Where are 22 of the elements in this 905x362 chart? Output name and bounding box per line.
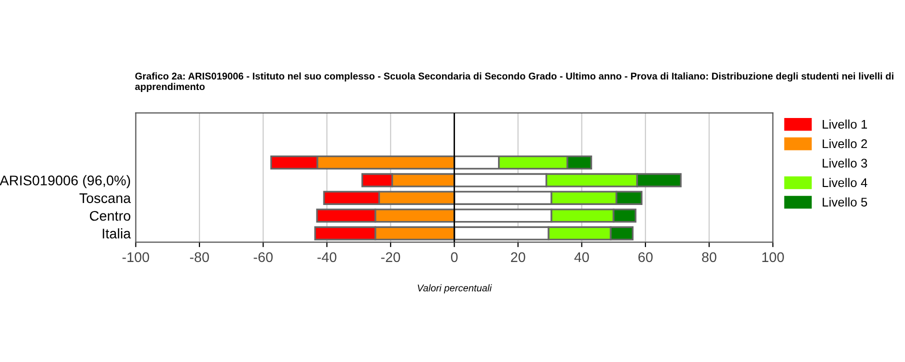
x-tick-label: 100 xyxy=(762,252,784,262)
y-tick-label: Centro xyxy=(90,210,130,221)
x-tick-label: 0 xyxy=(450,252,458,262)
legend-label: Livello 1 xyxy=(822,120,867,129)
legend-label: Livello 5 xyxy=(822,197,868,207)
x-tick-label: 80 xyxy=(702,252,716,262)
legend-label: Livello 2 xyxy=(822,138,867,148)
x-tick-label: -60 xyxy=(254,252,273,262)
x-tick-label: 20 xyxy=(510,252,526,262)
x-tick-label: -20 xyxy=(381,252,400,262)
chart-title: Grafico 2a: ARIS019006 - Istituto nel suo complesso - Scuola Secondaria di Secondo Grado - Ultimo anno - Prova di Italiano: Distribuzione degli studenti nei livelli di apprendimento xyxy=(135,72,894,92)
x-tick-label: 40 xyxy=(574,252,589,262)
y-tick-label: Toscana xyxy=(79,193,131,204)
text: Livello 3 xyxy=(822,158,868,168)
x-tick-label: -40 xyxy=(317,252,336,262)
y-tick-label: ARIS019006 (96,0%) xyxy=(0,175,130,188)
x-tick-label: -80 xyxy=(190,252,209,262)
x-tick-label: 60 xyxy=(638,252,653,262)
x-axis-title: Valori percentuali xyxy=(418,284,492,294)
x-tick-label: -100 xyxy=(122,252,150,262)
legend-label: Livello 4 xyxy=(822,178,868,188)
y-tick-label: Italia xyxy=(102,228,131,238)
